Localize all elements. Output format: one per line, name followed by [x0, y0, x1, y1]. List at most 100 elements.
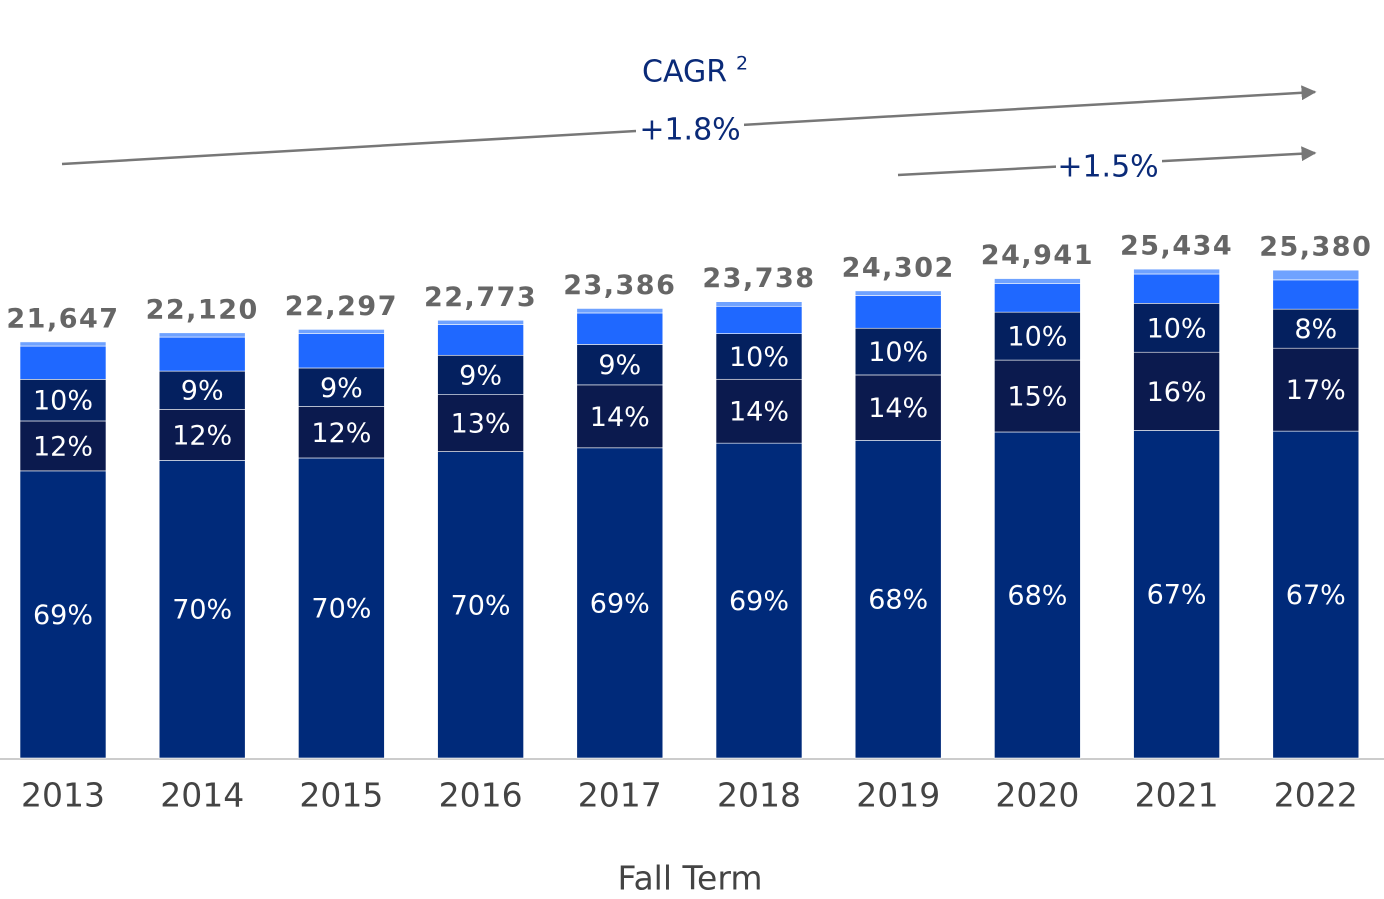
bar-segment — [298, 333, 385, 369]
bar-segment — [854, 374, 942, 441]
segment-label: 68% — [1007, 580, 1067, 611]
segment-label: 9% — [459, 360, 502, 391]
segment-label: 70% — [172, 595, 232, 626]
cagr-footnote: 2 — [736, 53, 748, 75]
total-label: 21,647 — [6, 303, 119, 334]
x-tick-label: 2021 — [1135, 776, 1219, 815]
segment-label: 9% — [598, 350, 641, 381]
segment-label: 14% — [868, 393, 928, 424]
bar-segment — [1272, 279, 1360, 310]
segment-label: 17% — [1286, 375, 1346, 406]
cagr-title: CAGR — [642, 55, 727, 90]
total-label: 24,302 — [842, 252, 955, 283]
x-axis-label: Fall Term — [618, 859, 763, 898]
bar-segment — [437, 324, 524, 356]
total-label: 25,434 — [1120, 231, 1233, 262]
bar-segment — [437, 319, 524, 325]
segment-label: 9% — [320, 373, 363, 404]
bar-segment — [19, 345, 107, 380]
bar-segment — [1133, 273, 1220, 304]
segment-label: 67% — [1286, 580, 1346, 611]
x-tick-label: 2013 — [21, 776, 105, 815]
segment-label: 9% — [181, 376, 224, 407]
bar-segment — [576, 308, 664, 314]
bar-segment — [158, 370, 246, 410]
bar-segment — [19, 470, 107, 759]
segment-label: 70% — [451, 590, 511, 621]
bar-segment — [715, 378, 803, 444]
segment-label: 13% — [451, 409, 511, 440]
bar-segment — [19, 379, 107, 422]
bar-segment — [854, 440, 942, 759]
x-tick-label: 2015 — [299, 776, 383, 815]
total-label: 25,380 — [1259, 232, 1372, 263]
bar-segment — [854, 295, 942, 329]
segment-label: 10% — [33, 386, 93, 417]
segment-label: 12% — [33, 431, 93, 462]
bar-segment — [298, 329, 385, 334]
x-tick-label: 2014 — [160, 776, 244, 815]
bar-segment — [437, 354, 524, 395]
bar-segment — [576, 312, 664, 345]
bar-segment — [715, 305, 803, 334]
bar-segment — [158, 336, 246, 372]
label-bg — [636, 112, 744, 148]
total-label: 23,386 — [563, 270, 676, 301]
total-label: 22,297 — [285, 291, 398, 322]
bar-segment — [158, 332, 246, 338]
segment-label: 14% — [590, 402, 650, 433]
bar-segment — [715, 301, 803, 307]
segment-label: 15% — [1007, 382, 1067, 413]
cagr-short: +1.5% — [1057, 150, 1158, 185]
segment-label: 12% — [172, 420, 232, 451]
bar-segment — [1272, 269, 1360, 281]
bar-segment — [576, 384, 664, 449]
segment-label: 12% — [311, 418, 371, 449]
segment-label: 8% — [1294, 314, 1337, 345]
bar-segment — [854, 327, 942, 376]
bar-segment — [1133, 351, 1220, 431]
segment-label: 69% — [33, 600, 93, 631]
bar-segment — [1133, 303, 1220, 353]
bar-segment — [298, 406, 385, 459]
segment-label: 70% — [311, 593, 371, 624]
bar-segment — [19, 420, 107, 472]
bar-segment — [1133, 268, 1220, 275]
total-label: 22,120 — [146, 294, 259, 325]
bar-segment — [576, 344, 664, 386]
total-label: 22,773 — [424, 282, 537, 313]
segment-label: 10% — [868, 337, 928, 368]
bar-segment — [994, 278, 1081, 284]
segment-label: 16% — [1147, 377, 1207, 408]
x-tick-label: 2022 — [1274, 776, 1358, 815]
bar-segment — [1133, 430, 1220, 759]
bar-segment — [158, 409, 246, 461]
x-tick-label: 2018 — [717, 776, 801, 815]
bar-segment — [854, 290, 942, 296]
segment-label: 69% — [729, 586, 789, 617]
bar-segment — [994, 359, 1081, 433]
bar-segment — [158, 460, 246, 759]
total-label: 24,941 — [981, 240, 1094, 271]
bar-segment — [715, 442, 803, 759]
bar-segment — [1272, 430, 1360, 759]
bar-segment — [19, 341, 107, 347]
x-tick-label: 2020 — [995, 776, 1079, 815]
total-label: 23,738 — [702, 263, 815, 294]
segment-label: 10% — [729, 342, 789, 373]
bar-segment — [576, 447, 664, 759]
cagr-long: +1.8% — [639, 113, 740, 148]
x-tick-label: 2017 — [578, 776, 662, 815]
bar-segment — [437, 451, 524, 759]
bar-segment — [994, 431, 1081, 759]
segment-label: 14% — [729, 397, 789, 428]
bar-segment — [298, 367, 385, 407]
x-tick-label: 2016 — [439, 776, 523, 815]
bar-segment — [994, 311, 1081, 361]
segment-label: 67% — [1147, 580, 1207, 611]
bar-segment — [1272, 347, 1360, 432]
segment-label: 69% — [590, 588, 650, 619]
bar-segment — [715, 333, 803, 380]
segment-label: 10% — [1007, 322, 1067, 353]
